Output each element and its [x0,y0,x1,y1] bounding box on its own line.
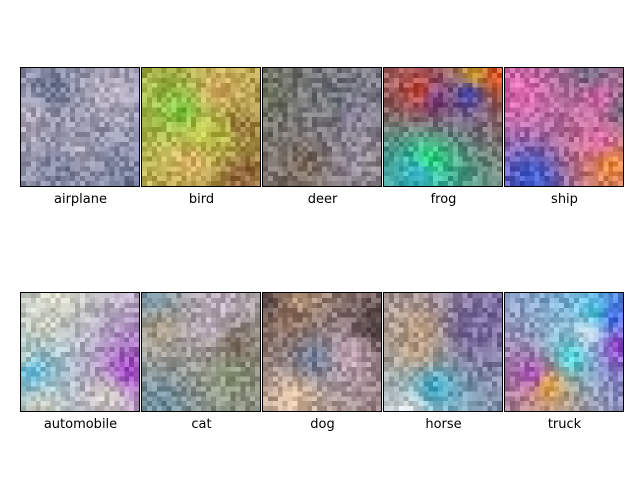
panel-ship: ship [504,67,625,207]
panel-dog: dog [262,292,383,432]
caption-cat: cat [191,417,212,432]
caption-horse: horse [425,417,462,432]
caption-dog: dog [310,417,335,432]
image-airplane [20,67,140,187]
caption-bird: bird [188,192,215,207]
image-dog [262,292,382,412]
panel-automobile: automobile [20,292,141,432]
panel-horse: horse [383,292,504,432]
image-cat [141,292,261,412]
panel-frog: frog [383,67,504,207]
panel-cat: cat [141,292,262,432]
image-deer [262,67,382,187]
image-ship [504,67,624,187]
panel-truck: truck [504,292,625,432]
caption-truck: truck [547,417,582,432]
caption-deer: deer [307,192,338,207]
panel-bird: bird [141,67,262,207]
image-bird [141,67,261,187]
panel-airplane: airplane [20,67,141,207]
caption-ship: ship [551,192,578,207]
caption-frog: frog [430,192,457,207]
caption-automobile: automobile [43,417,118,432]
caption-airplane: airplane [54,192,107,207]
image-horse [383,292,503,412]
panel-deer: deer [262,67,383,207]
image-frog [383,67,503,187]
image-automobile [20,292,140,412]
image-truck [504,292,624,412]
